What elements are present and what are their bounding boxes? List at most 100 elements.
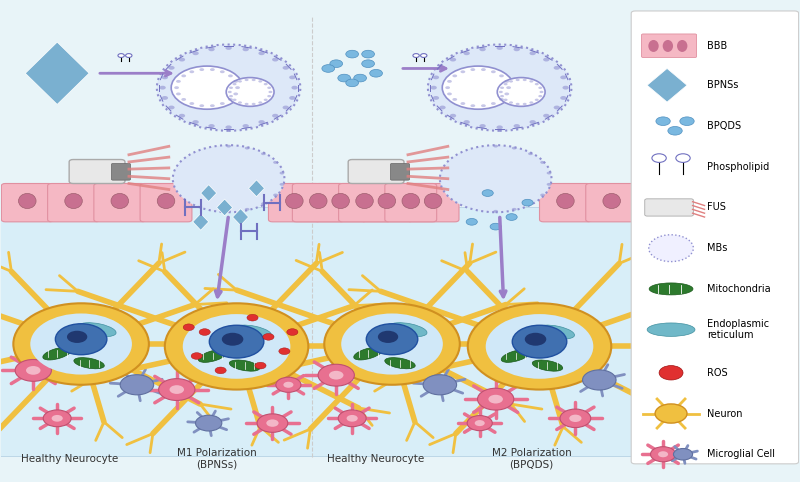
Circle shape — [208, 47, 214, 51]
Circle shape — [499, 91, 503, 93]
FancyBboxPatch shape — [269, 184, 320, 222]
Circle shape — [512, 208, 517, 211]
Circle shape — [562, 86, 569, 90]
Text: Healthy Neurocyte: Healthy Neurocyte — [327, 454, 425, 464]
Circle shape — [481, 68, 486, 71]
Circle shape — [500, 95, 504, 97]
Circle shape — [210, 104, 214, 107]
Circle shape — [539, 91, 543, 93]
Circle shape — [433, 76, 439, 80]
FancyBboxPatch shape — [631, 11, 798, 464]
Circle shape — [439, 106, 446, 109]
FancyBboxPatch shape — [385, 184, 437, 222]
Circle shape — [530, 120, 536, 124]
Text: BBB: BBB — [707, 41, 727, 51]
Text: Phospholipid: Phospholipid — [707, 162, 769, 172]
Circle shape — [538, 95, 542, 97]
Circle shape — [534, 83, 538, 85]
Circle shape — [261, 152, 266, 155]
Circle shape — [442, 66, 514, 109]
Circle shape — [199, 104, 204, 107]
Ellipse shape — [230, 360, 260, 371]
Circle shape — [486, 314, 594, 379]
Circle shape — [279, 348, 290, 355]
Circle shape — [43, 410, 71, 427]
Circle shape — [273, 194, 278, 197]
Circle shape — [362, 50, 374, 58]
Circle shape — [346, 79, 358, 87]
Text: Mitochondria: Mitochondria — [707, 284, 770, 294]
Circle shape — [258, 80, 262, 82]
Ellipse shape — [662, 40, 673, 52]
Circle shape — [264, 83, 268, 85]
Ellipse shape — [198, 349, 227, 362]
Circle shape — [220, 102, 225, 105]
Circle shape — [652, 154, 666, 162]
Circle shape — [430, 86, 437, 90]
Circle shape — [538, 87, 542, 89]
Circle shape — [504, 83, 507, 85]
Circle shape — [126, 54, 132, 57]
Circle shape — [242, 124, 249, 128]
Circle shape — [272, 58, 278, 62]
Polygon shape — [249, 180, 265, 197]
Circle shape — [174, 86, 179, 89]
Circle shape — [554, 106, 560, 109]
Circle shape — [257, 414, 288, 432]
Circle shape — [220, 70, 225, 73]
Circle shape — [509, 80, 513, 82]
Circle shape — [680, 117, 694, 125]
Circle shape — [514, 124, 520, 128]
FancyBboxPatch shape — [48, 184, 99, 222]
Text: BPQDS: BPQDS — [707, 121, 741, 131]
Circle shape — [461, 70, 466, 73]
FancyBboxPatch shape — [586, 184, 638, 222]
FancyBboxPatch shape — [140, 184, 192, 222]
Circle shape — [234, 93, 238, 95]
Circle shape — [14, 303, 149, 385]
Circle shape — [450, 114, 456, 118]
Circle shape — [226, 125, 232, 129]
Ellipse shape — [378, 193, 396, 209]
Circle shape — [534, 99, 538, 101]
Circle shape — [516, 79, 520, 81]
Circle shape — [546, 172, 551, 174]
Circle shape — [540, 161, 545, 164]
Text: Endoplasmic
reticulum: Endoplasmic reticulum — [707, 319, 769, 340]
Circle shape — [252, 79, 256, 81]
Ellipse shape — [234, 325, 271, 339]
Circle shape — [190, 70, 194, 73]
Circle shape — [193, 120, 198, 124]
Circle shape — [479, 47, 486, 51]
Text: M2 Polarization
(BPQDS): M2 Polarization (BPQDS) — [492, 448, 571, 470]
Circle shape — [193, 52, 198, 55]
Circle shape — [512, 147, 517, 149]
Circle shape — [255, 362, 266, 369]
Circle shape — [55, 324, 107, 355]
Circle shape — [173, 145, 285, 212]
Circle shape — [370, 69, 382, 77]
Circle shape — [233, 99, 237, 101]
Circle shape — [428, 44, 571, 131]
Text: M1 Polarization
(BPNSs): M1 Polarization (BPNSs) — [177, 448, 257, 470]
Ellipse shape — [557, 193, 574, 209]
Circle shape — [423, 375, 457, 395]
Circle shape — [165, 303, 308, 389]
Circle shape — [447, 80, 452, 83]
Circle shape — [176, 93, 181, 95]
Circle shape — [433, 96, 439, 100]
Circle shape — [530, 101, 534, 104]
Circle shape — [182, 98, 186, 101]
Circle shape — [494, 145, 498, 147]
Text: Neuron: Neuron — [707, 409, 742, 418]
Circle shape — [560, 96, 566, 100]
Circle shape — [120, 375, 154, 395]
Circle shape — [543, 58, 550, 62]
Circle shape — [229, 95, 233, 97]
Circle shape — [282, 66, 289, 70]
Circle shape — [482, 190, 494, 197]
Text: ROS: ROS — [707, 368, 727, 378]
Text: MBs: MBs — [707, 243, 727, 253]
Circle shape — [324, 303, 460, 385]
Circle shape — [497, 125, 503, 129]
